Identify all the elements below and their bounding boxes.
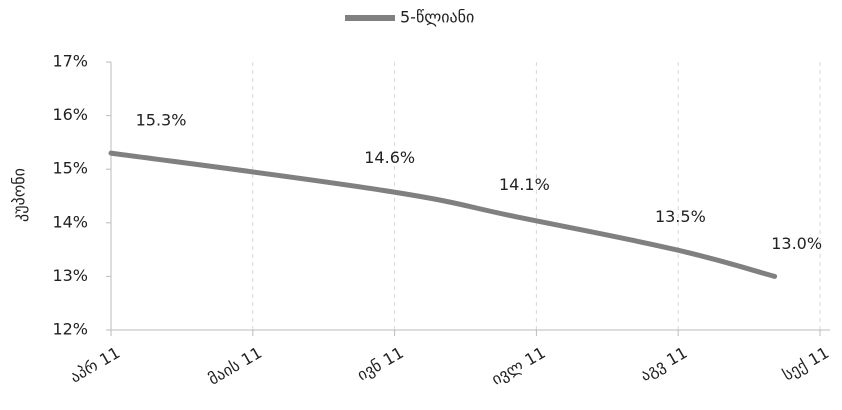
chart: კუპონი 12% 13% 14% 15% 16% 17% აპრ 11 მაის 11 ივ… [0,0,842,406]
y-tick-label: 13% [52,266,88,285]
y-tick-label: 15% [52,159,88,178]
y-tick-label: 12% [52,320,88,339]
y-tick-label: 16% [52,105,88,124]
data-label: 14.6% [364,148,415,167]
x-tick-label: ივლ 11 [488,343,549,389]
x-tick-label: ივნ 11 [354,343,407,385]
y-tick-label: 14% [52,212,88,231]
x-tick-label: აპრ 11 [67,343,124,387]
data-label: 13.5% [655,207,706,226]
legend-label: 5-წლიანი [400,8,474,27]
x-tick-label: სექ 11 [779,343,832,385]
data-label: 15.3% [136,111,187,130]
data-label: 13.0% [771,234,822,253]
y-axis-title: კუპონი [10,168,29,222]
data-label: 14.1% [499,175,550,194]
x-tick-label: აგვ 11 [637,343,691,385]
x-tick-label: მაის 11 [205,343,265,389]
page: {"chart_data": { "type": "line", "y_labe… [0,0,842,406]
y-tick-label: 17% [52,52,88,71]
